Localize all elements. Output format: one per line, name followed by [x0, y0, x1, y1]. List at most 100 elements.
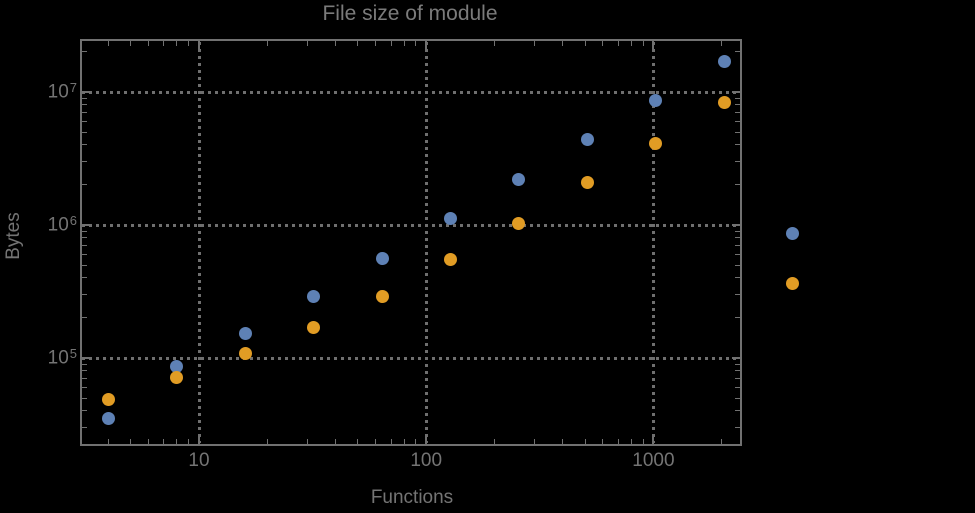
- y-tick-10000000: [82, 91, 90, 93]
- x-tick-5: [130, 439, 132, 444]
- y-tick-label-100000: 105: [18, 344, 77, 369]
- y-tick-base: 10: [47, 214, 69, 236]
- x-tick-90: [415, 439, 417, 444]
- x-tick-top-7: [163, 41, 165, 46]
- x-tick-60: [375, 439, 377, 444]
- gridline-x-1000: [651, 42, 655, 443]
- y-tick-label-10000000: 107: [18, 78, 77, 103]
- x-tick-top-900: [642, 41, 644, 46]
- data-point-series-2-orange-x16: [238, 346, 252, 360]
- x-tick-top-4: [108, 41, 110, 46]
- y-tick-right-700000: [735, 245, 740, 247]
- y-tick-6000000: [82, 121, 87, 122]
- y-tick-7000000: [82, 112, 87, 114]
- data-point-series-2-orange-x128: [444, 253, 458, 267]
- data-point-series-2-orange-x8: [170, 371, 184, 385]
- x-tick-300: [534, 439, 536, 444]
- x-tick-top-60: [375, 41, 377, 46]
- gridline-x-10: [197, 42, 201, 443]
- y-tick-20000000: [82, 51, 87, 53]
- y-tick-right-5000000: [735, 131, 740, 133]
- x-tick-2000: [721, 439, 723, 444]
- x-tick-top-500: [584, 41, 586, 46]
- x-tick-top-100: [425, 41, 428, 49]
- x-tick-7: [163, 439, 165, 444]
- x-tick-top-70: [390, 41, 392, 46]
- x-tick-top-300: [534, 41, 536, 46]
- data-point-series-1-blue-x1024: [649, 94, 663, 108]
- x-tick-100: [425, 436, 428, 444]
- x-tick-200: [494, 439, 496, 444]
- x-tick-top-50: [357, 41, 359, 46]
- y-tick-right-600000: [735, 254, 740, 255]
- x-tick-top-6: [148, 41, 150, 46]
- x-tick-top-5: [130, 41, 132, 46]
- chart-title: File size of module: [322, 2, 498, 25]
- x-tick-top-800: [630, 41, 632, 46]
- data-point-series-1-blue-x64: [375, 251, 389, 265]
- y-tick-base: 10: [47, 347, 69, 369]
- y-tick-5000000: [82, 131, 87, 133]
- y-tick-9000000: [82, 97, 87, 99]
- x-tick-20: [266, 439, 268, 444]
- x-tick-top-700: [617, 41, 619, 46]
- x-tick-top-20: [266, 41, 268, 46]
- y-tick-2000000: [82, 184, 87, 186]
- x-tick-top-10: [198, 41, 200, 49]
- y-tick-right-6000000: [735, 121, 740, 122]
- y-tick-900000: [82, 230, 87, 232]
- x-tick-top-80: [403, 41, 405, 46]
- y-tick-label-1000000: 106: [18, 211, 77, 236]
- data-point-series-2-orange-x2048: [717, 96, 731, 110]
- x-tick-4: [108, 439, 110, 444]
- x-tick-9: [188, 439, 190, 444]
- y-tick-200000: [82, 317, 87, 319]
- x-tick-label-1000: 1000: [632, 450, 675, 471]
- data-point-series-2-orange-x64: [375, 290, 389, 303]
- x-tick-label-10: 10: [188, 450, 210, 471]
- y-tick-exponent: 6: [69, 213, 77, 228]
- data-point-series-1-blue-x16: [238, 326, 252, 340]
- y-tick-right-1000000: [732, 224, 740, 226]
- y-tick-90000: [82, 363, 87, 365]
- x-tick-1000: [652, 436, 655, 444]
- data-point-series-1-blue-x128: [444, 212, 458, 226]
- y-tick-right-500000: [735, 264, 740, 266]
- x-tick-70: [390, 439, 392, 444]
- y-tick-70000: [82, 378, 87, 380]
- y-tick-right-9000000: [735, 97, 740, 99]
- y-tick-80000: [82, 370, 87, 372]
- x-tick-top-40: [335, 41, 337, 46]
- data-point-series-1-blue-x4: [102, 412, 116, 426]
- y-tick-right-60000: [735, 387, 740, 388]
- y-tick-right-400000: [735, 277, 740, 279]
- gridline-x-100: [424, 42, 428, 443]
- y-tick-40000: [82, 410, 87, 412]
- y-tick-3000000: [82, 161, 87, 163]
- x-tick-top-200: [494, 41, 496, 46]
- x-tick-50: [357, 439, 359, 444]
- x-tick-400: [562, 439, 564, 444]
- y-tick-right-800000: [735, 237, 740, 239]
- x-tick-top-2000: [721, 41, 723, 46]
- x-tick-900: [642, 439, 644, 444]
- y-tick-right-100000: [732, 357, 740, 359]
- data-point-series-1-blue-x4096: [786, 227, 800, 241]
- y-tick-right-70000: [735, 378, 740, 380]
- x-tick-40: [335, 439, 337, 444]
- x-tick-500: [584, 439, 586, 444]
- data-point-series-2-orange-x256: [512, 216, 526, 230]
- y-tick-right-300000: [735, 294, 740, 296]
- y-tick-700000: [82, 245, 87, 247]
- y-tick-base: 10: [47, 81, 69, 103]
- y-tick-8000000: [82, 104, 87, 106]
- y-tick-right-7000000: [735, 112, 740, 114]
- y-tick-30000: [82, 427, 87, 429]
- x-tick-label-100: 100: [410, 450, 443, 471]
- data-point-series-1-blue-x8: [170, 359, 184, 373]
- data-point-series-2-orange-x4: [102, 392, 116, 406]
- data-point-series-1-blue-x256: [512, 173, 526, 187]
- y-tick-right-40000: [735, 410, 740, 412]
- y-tick-60000: [82, 387, 87, 388]
